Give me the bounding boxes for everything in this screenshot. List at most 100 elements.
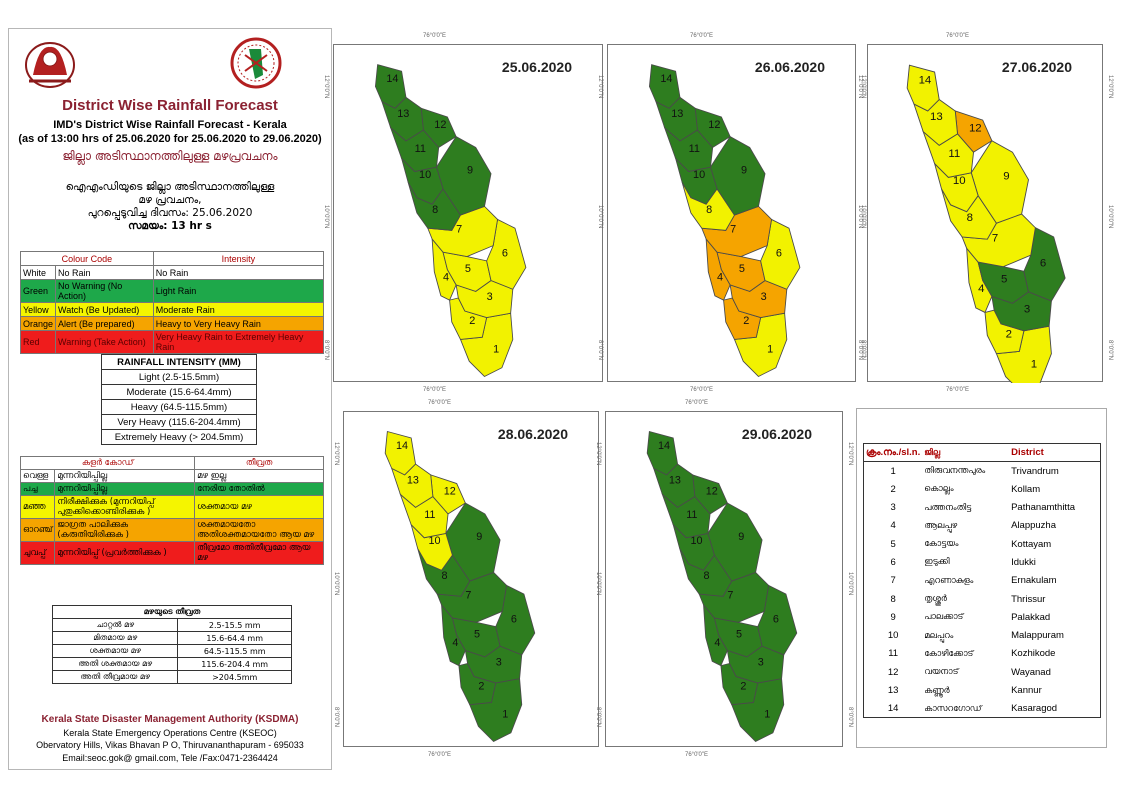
cc-intensity: Heavy to Very Heavy Rain xyxy=(152,316,325,331)
district-name-ml: കണ്ണൂർ xyxy=(924,685,950,696)
district-table: ക്രം.നം./sl.n. ജില്ല District 1 തിരുവനന്ത… xyxy=(863,443,1101,719)
coordinate-tick: 10°0'0"N xyxy=(857,205,863,229)
coordinate-tick: 76°0'0"E xyxy=(685,752,709,758)
legend-panel: District Wise Rainfall Forecast IMD's Di… xyxy=(8,28,332,770)
ml-cc-intensity: ശക്തമായ മഴ xyxy=(194,495,324,519)
ml-cc-intensity: തീവ്രമോ അതിതീവ്രമോ ആയ മഴ xyxy=(194,541,324,565)
cc-action: No Rain xyxy=(55,265,154,280)
district-number-label: 4 xyxy=(978,283,985,295)
ml-cc-intensity: നേരിയ തോതിൽ xyxy=(194,482,324,496)
ml-cc-colour: ചുവപ്പ് xyxy=(19,541,56,565)
ml-issue-line: പുറപ്പെടുവിച്ച ദിവസം: 25.06.2020 xyxy=(87,207,253,219)
coordinate-tick: 76°0'0"E xyxy=(946,33,970,39)
district-number-label: 2 xyxy=(743,315,749,327)
ml-ri-label: ശക്തമായ മഴ xyxy=(51,644,179,658)
cc-action: No Warning (No Action) xyxy=(55,279,154,303)
district-number-label: 2 xyxy=(1006,329,1012,341)
district-slno: 5 xyxy=(890,538,896,550)
forecast-map-panel: 25.06.2020 76°0'0"E 76°0'0"E 12°0'0"N 10°0'0… xyxy=(323,33,613,393)
ml-cc-row: മഞ്ഞ നിരീക്ഷിക്കുക (മുന്നറിയിപ്പ് പുതുക്ക… xyxy=(19,495,324,519)
district-number-label: 13 xyxy=(407,475,419,487)
district-number-label: 9 xyxy=(467,165,473,177)
ml-title: ജില്ലാ അടിസ്ഥാനത്തിലുള്ള മഴപ്രവചനം xyxy=(62,149,278,163)
district-number-label: 10 xyxy=(693,169,705,181)
cc-row: White No Rain No Rain xyxy=(19,265,325,280)
ml-ri-value: 15.6-64.4 mm xyxy=(177,631,292,645)
district-name-en: Ernakulam xyxy=(1011,575,1057,587)
district-row: 7 എറണാകുളം Ernakulam xyxy=(864,572,1101,590)
cc-row: Red Warning (Take Action) Very Heavy Rain … xyxy=(19,330,325,354)
cc-action: Warning (Take Action) xyxy=(55,330,154,354)
district-number-label: 11 xyxy=(424,509,435,521)
coordinate-tick: 8°0'0"N xyxy=(333,707,339,728)
district-number-label: 14 xyxy=(386,73,398,85)
coordinate-tick: 10°0'0"N xyxy=(847,572,853,596)
forecast-map-panel: 29.06.2020 76°0'0"E 76°0'0"E 12°0'0"N 10°0'0… xyxy=(595,400,853,758)
coordinate-tick: 10°0'0"N xyxy=(597,205,603,229)
district-name-ml: കോട്ടയം xyxy=(924,539,959,550)
district-9-region xyxy=(970,140,1029,224)
district-row: 5 കോട്ടയം Kottayam xyxy=(864,535,1101,553)
coordinate-tick: 8°0'0"N xyxy=(860,340,866,361)
district-number-label: 1 xyxy=(493,343,499,355)
ml-cc-row: ചുവപ്പ് മുന്നറിയിപ്പ് (പ്രവർത്തിക്കുക ) തീ… xyxy=(19,541,324,565)
cc-intensity: Very Heavy Rain to Extremely Heavy Rain xyxy=(152,330,325,354)
district-row: 4 ആലപ്പുഴ Alappuzha xyxy=(864,517,1101,535)
footer-contact: Email:seoc.gok@ gmail.com, Tele /Fax:047… xyxy=(62,753,278,763)
ml-ri-value: 115.6-204.4 mm xyxy=(177,657,292,671)
coordinate-tick: 10°0'0"N xyxy=(595,572,601,596)
district-number-label: 13 xyxy=(930,111,943,123)
cc-colour: Yellow xyxy=(19,302,57,317)
district-number-label: 8 xyxy=(704,570,710,582)
district-5-region xyxy=(977,261,1030,304)
district-6-region xyxy=(1023,227,1066,302)
ml-colour-code-header: കളർ കോഡ് xyxy=(19,456,196,470)
district-number-label: 3 xyxy=(761,291,767,303)
map-date: 27.06.2020 xyxy=(1001,59,1072,75)
map-date: 25.06.2020 xyxy=(501,59,572,75)
ml-ri-header: മഴയുടെ തീവ്രത xyxy=(52,605,292,619)
district-number-label: 12 xyxy=(969,123,982,135)
footer-line: Kerala State Emergency Operations Centre… xyxy=(63,728,277,738)
coordinate-tick: 76°0'0"E xyxy=(423,387,447,393)
coordinate-tick: 8°0'0"N xyxy=(1107,340,1113,361)
district-number-label: 7 xyxy=(730,224,736,236)
district-number-label: 2 xyxy=(740,680,746,692)
cc-action: Alert (Be prepared) xyxy=(55,316,154,331)
district-number-label: 7 xyxy=(727,589,733,601)
district-number-label: 3 xyxy=(758,657,764,669)
coordinate-tick: 10°0'0"N xyxy=(860,205,866,229)
ml-intensity-header: തീവ്രത xyxy=(194,456,324,470)
district-number-label: 14 xyxy=(919,74,932,86)
district-slno: 9 xyxy=(890,611,896,623)
district-name-ml: തിരുവനന്തപുരം xyxy=(924,466,986,477)
coordinate-tick: 10°0'0"N xyxy=(323,205,329,229)
district-number-label: 4 xyxy=(452,637,458,649)
ml-cc-action: മുന്നറിയിപ്പ് (പ്രവർത്തിക്കുക ) xyxy=(54,541,196,565)
cc-intensity: Moderate Rain xyxy=(152,302,325,317)
cc-intensity: No Rain xyxy=(152,265,325,280)
ml-cc-row: ഓറഞ്ച് ജാഗ്രത പാലിക്കുക (കരുതിയിരിക്കുക )… xyxy=(19,518,324,542)
ml-colour-code-table: കളർ കോഡ് തീവ്രത വെള്ള മുന്നറിയിപ്പില്ല മഴ … xyxy=(19,456,324,565)
district-name-ml: ഇടുക്കി xyxy=(924,557,950,568)
district-number-label: 13 xyxy=(669,475,681,487)
district-number-label: 8 xyxy=(706,204,712,216)
district-number-label: 1 xyxy=(502,709,508,721)
district-number-label: 10 xyxy=(419,169,431,181)
district-number-label: 9 xyxy=(741,165,747,177)
district-9-region xyxy=(436,136,492,216)
ml-ri-value: >204.5mm xyxy=(177,670,292,684)
district-number-label: 4 xyxy=(443,272,449,284)
district-number-label: 11 xyxy=(415,143,426,155)
district-9-region xyxy=(707,502,763,582)
district-name-en: Alappuzha xyxy=(1011,520,1056,532)
district-number-label: 8 xyxy=(432,204,438,216)
district-header-en: District xyxy=(1009,443,1101,463)
district-number-label: 6 xyxy=(1040,258,1046,270)
coordinate-tick: 8°0'0"N xyxy=(597,340,603,361)
district-name-en: Wayanad xyxy=(1011,666,1051,678)
district-5-region xyxy=(713,617,763,658)
ml-issue-line: ഐഎംഡിയുടെ ജില്ലാ അടിസ്ഥാനത്തിലുള്ള xyxy=(65,181,275,193)
coordinate-tick: 12°0'0"N xyxy=(597,75,603,99)
district-6-region xyxy=(760,218,801,290)
